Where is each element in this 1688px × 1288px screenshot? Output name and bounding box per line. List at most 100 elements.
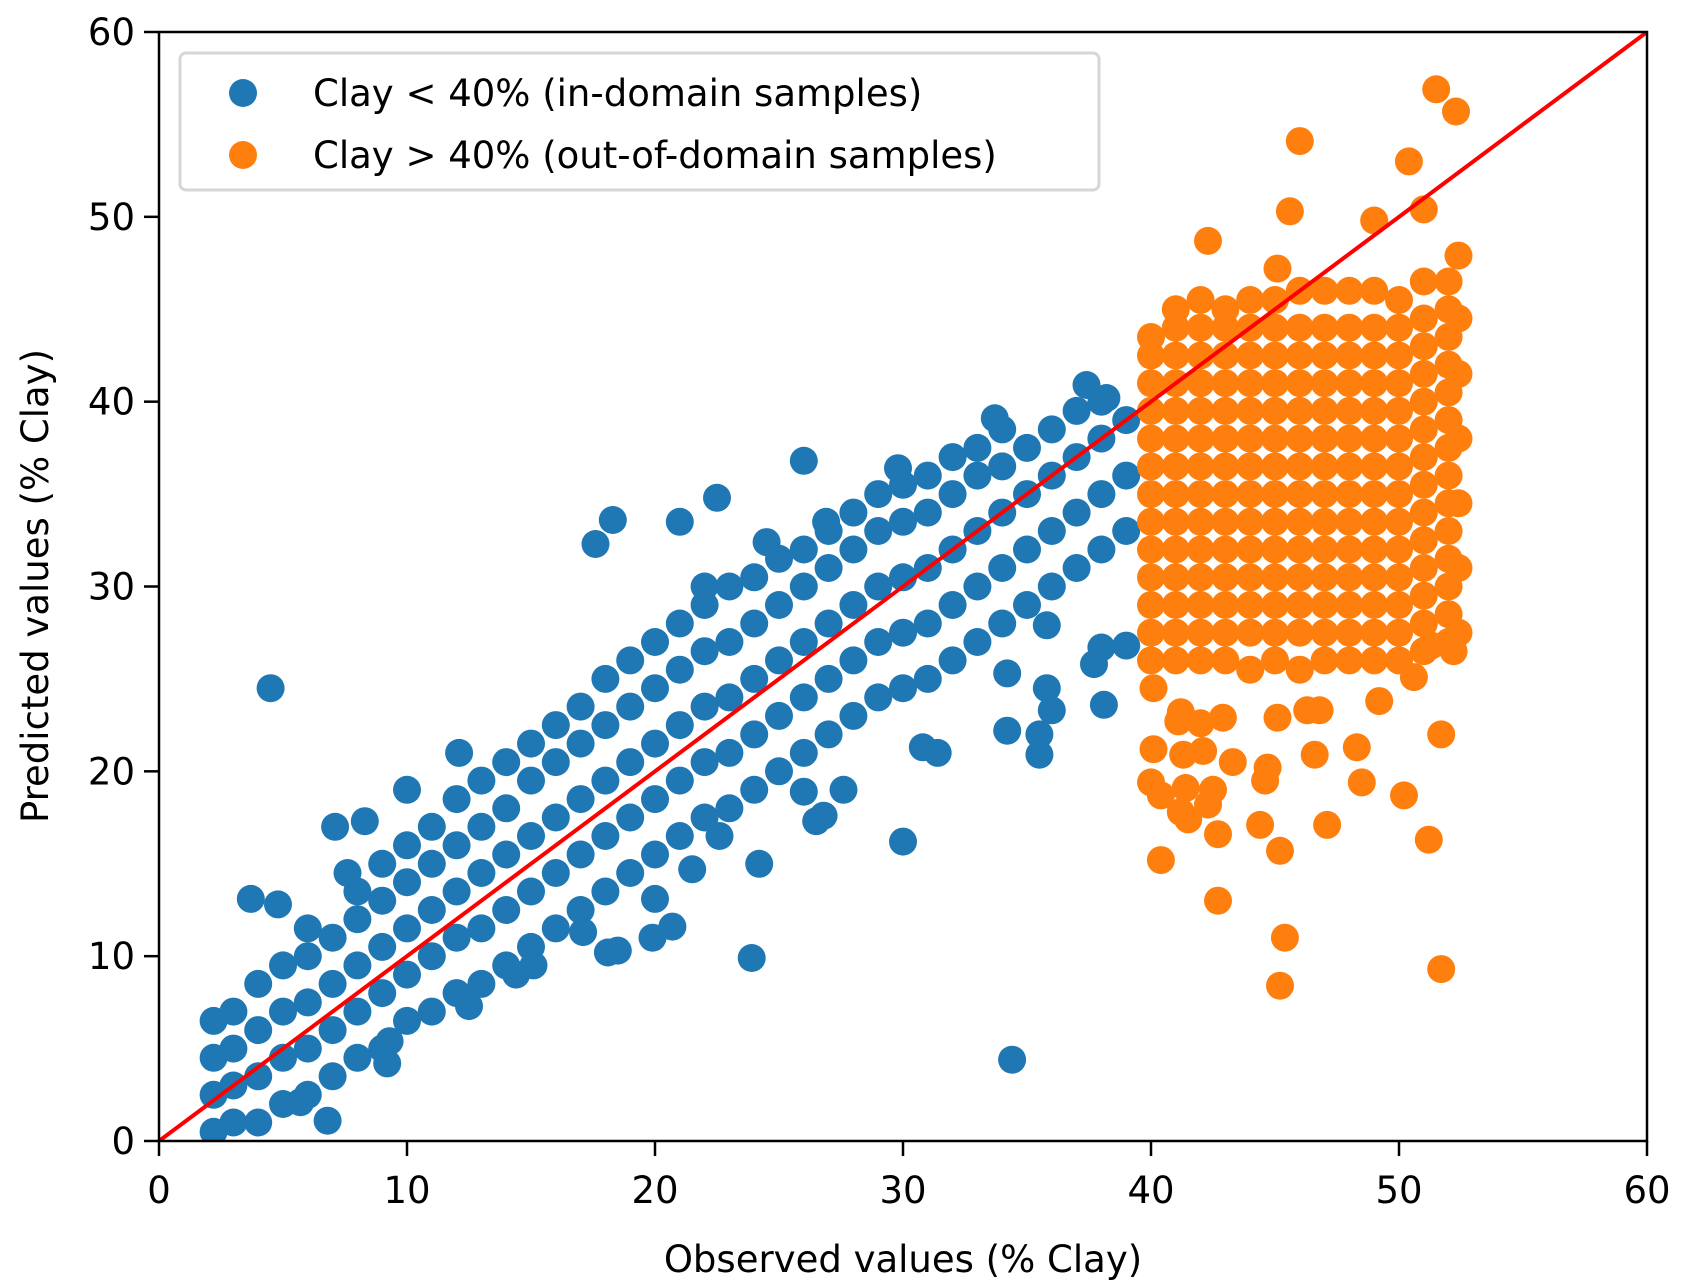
data-point [839,535,868,564]
legend-box [178,51,1101,192]
data-point [1032,611,1061,640]
data-point [1434,461,1463,490]
data-point [864,517,893,545]
data-point [1442,97,1470,126]
data-point [864,480,893,509]
data-point [913,461,942,490]
data-point [1204,886,1232,915]
data-point [1211,295,1240,324]
data-point [1335,646,1364,675]
data-point [1137,618,1165,647]
data-point [737,944,766,972]
data-point [1360,535,1389,564]
data-point [1211,618,1240,647]
data-point [244,1016,273,1045]
data-point [1236,424,1265,453]
data-point [566,692,595,721]
data-point [1310,424,1339,453]
data-point [467,859,496,887]
data-point [1139,735,1168,764]
x-tick-label: 50 [1375,1169,1422,1212]
data-point [1161,507,1190,536]
data-point [1186,369,1215,398]
data-point [1161,295,1190,324]
data-point [616,646,645,675]
data-point [1360,313,1389,342]
data-point [889,563,917,592]
data-point [1266,836,1294,865]
data-point [1261,452,1289,481]
data-point [1186,591,1215,619]
data-point [814,720,843,749]
data-point [1013,591,1041,619]
data-point [566,896,595,924]
data-point [1409,359,1438,388]
y-axis: 0 10 20 30 40 50 60 [88,11,159,1163]
data-point [1013,535,1041,564]
data-point [343,1043,372,1072]
data-point [1137,396,1165,425]
data-point [1335,313,1364,342]
data-point [1161,591,1190,619]
data-point [1236,591,1265,619]
data-point [541,859,570,887]
data-point [492,794,521,823]
data-point [1385,618,1413,647]
data-point [665,507,694,536]
data-point [809,801,838,830]
data-point [1310,480,1339,509]
data-point [256,674,285,703]
data-point [1171,774,1200,802]
data-point [913,664,942,693]
data-point [1037,517,1066,545]
data-point [1360,646,1389,675]
data-point [814,554,843,582]
data-point [1285,480,1314,509]
data-point [1310,646,1339,675]
data-point [1310,276,1339,305]
data-point [1360,480,1389,509]
data-point [1347,768,1376,797]
data-point [789,446,818,475]
data-point [1409,415,1438,444]
series-out-of-domain [1137,75,1473,1000]
data-point [1072,371,1101,399]
data-point [1236,369,1265,398]
data-point [1390,781,1418,810]
data-point [1444,241,1473,270]
data-point [641,729,669,758]
data-point [1360,369,1389,398]
data-point [1310,507,1339,536]
data-point [715,683,744,712]
data-point [244,1108,273,1137]
data-point [1161,618,1190,647]
data-point [1137,480,1165,509]
data-point [1211,424,1240,453]
data-point [1409,498,1438,527]
data-point [703,483,731,512]
data-point [1186,618,1215,647]
data-point [1211,396,1240,425]
data-point [1285,341,1314,370]
data-point [1270,923,1299,952]
data-point [293,1034,322,1063]
data-point [616,803,645,832]
data-point [318,923,347,952]
data-point [839,701,868,730]
data-point [665,711,694,740]
data-point [690,692,719,721]
data-point [641,884,669,913]
data-point [318,1062,347,1091]
data-point [1385,535,1413,564]
data-point [963,572,992,601]
data-point [665,609,694,638]
data-point [1335,341,1364,370]
data-point [1360,507,1389,536]
data-point [1360,452,1389,481]
data-point [1335,452,1364,481]
data-point [665,766,694,795]
data-point [1137,323,1165,351]
data-point [1285,507,1314,536]
x-tick-label: 10 [383,1169,430,1212]
